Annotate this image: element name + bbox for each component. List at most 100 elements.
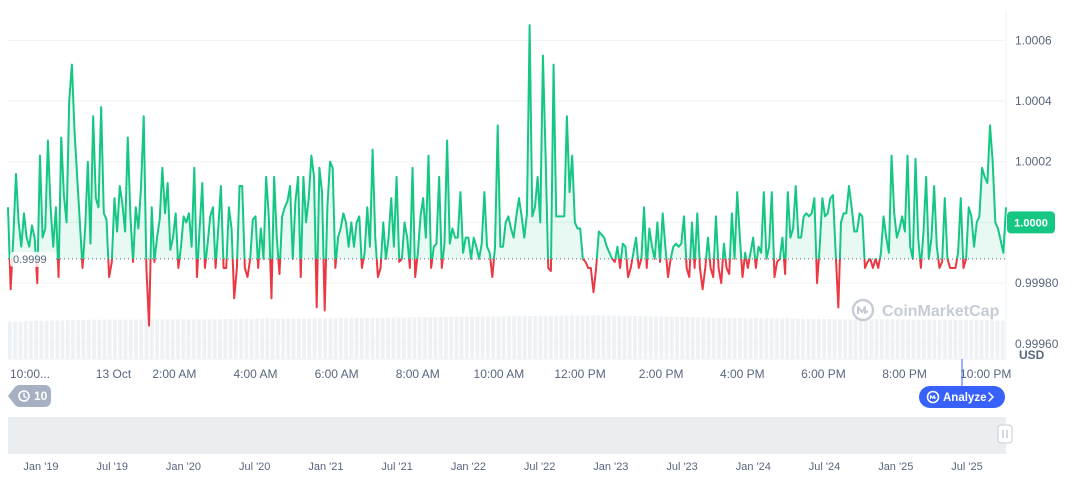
y-tick-label: 0.99980: [1015, 276, 1059, 290]
current-price-badge: [1007, 211, 1055, 234]
volume-bar: [1000, 320, 1005, 359]
volume-bar: [65, 320, 70, 359]
volume-bar: [81, 319, 86, 359]
volume-bar: [496, 316, 501, 359]
volume-bar: [937, 319, 942, 359]
volume-bar: [249, 318, 254, 359]
volume-bar: [207, 319, 212, 359]
volume-bar: [428, 317, 433, 359]
volume-bar: [260, 318, 264, 359]
volume-bar: [932, 319, 937, 359]
volume-bar: [717, 317, 721, 359]
volume-bar: [197, 319, 201, 359]
volume-bar: [806, 318, 811, 359]
navigator-tick-label: Jan '20: [166, 461, 201, 473]
navigator-tick-label: Jul '20: [239, 461, 270, 473]
volume-bar: [969, 319, 974, 359]
y-tick-label: 1.0002: [1015, 155, 1052, 169]
volume-bar: [654, 316, 658, 359]
time-navigator[interactable]: [8, 417, 1013, 454]
x-tick-label: 8:00 PM: [882, 367, 927, 381]
x-tick-label: 2:00 AM: [152, 367, 196, 381]
volume-bar: [244, 318, 249, 359]
navigator-tick-label: Jul '19: [97, 461, 128, 473]
volume-bar: [212, 319, 217, 359]
plot-area: [8, 10, 1006, 359]
volume-bar: [186, 319, 191, 359]
volume-bar: [50, 320, 54, 359]
volume-bar: [984, 320, 989, 359]
price-line-below-reference: [8, 258, 968, 327]
volume-bar: [570, 315, 574, 359]
volume-bar: [380, 317, 385, 359]
volume-bar: [759, 318, 763, 359]
volume-bar: [491, 316, 496, 359]
volume-bar: [512, 316, 517, 359]
volume-bar: [921, 319, 926, 359]
analyze-label: Analyze: [943, 392, 986, 404]
volume-bar: [401, 317, 406, 359]
volume-bar: [165, 319, 170, 359]
volume-bar: [743, 318, 748, 359]
volume-bar: [627, 315, 632, 359]
volume-bar: [979, 320, 984, 359]
analyze-button-bg[interactable]: [919, 386, 1005, 408]
volume-bar: [438, 317, 443, 359]
volume-bar: [233, 318, 238, 359]
watermark-text: CoinMarketCap: [882, 303, 1000, 320]
y-axis-ticks: 1.0006 1.0004 1.0002 1.0000 0.99980 0.99960: [1015, 33, 1059, 350]
volume-bar: [176, 319, 180, 359]
volume-bar: [727, 317, 732, 359]
volume-bar: [254, 318, 259, 359]
y-tick-label: 1.0006: [1015, 33, 1052, 47]
navigator-tick-label: Jul '22: [524, 461, 555, 473]
volume-bar: [701, 317, 706, 359]
volume-bar: [265, 318, 270, 359]
volume-bar: [580, 315, 585, 359]
chevron-right-icon: [988, 392, 995, 402]
volume-bar: [664, 316, 669, 359]
volume-bar: [365, 317, 370, 359]
volume-bar: [643, 316, 648, 359]
volume-bar: [307, 318, 312, 359]
volume-bar: [769, 318, 774, 359]
volume-bar: [853, 319, 858, 359]
history-icon: [18, 390, 30, 402]
volume-bar: [181, 319, 186, 359]
navigator-right-handle[interactable]: [997, 424, 1013, 444]
volume-bar: [900, 319, 905, 359]
volume-bar: [128, 319, 133, 359]
analyze-button[interactable]: Analyze: [919, 359, 1005, 408]
volume-bar: [638, 316, 643, 359]
navigator-tick-label: Jan '23: [593, 461, 628, 473]
volume-bar: [449, 316, 454, 359]
volume-bar: [585, 315, 590, 359]
volume-bar: [911, 319, 916, 359]
volume-bar: [822, 319, 827, 359]
volume-bar: [149, 319, 154, 359]
volume-bar: [102, 319, 107, 359]
volume-bar: [517, 316, 522, 359]
x-tick-label: 10:00...: [10, 367, 50, 381]
volume-bar: [648, 316, 653, 359]
volume-bar: [228, 319, 233, 359]
volume-bar: [291, 318, 296, 359]
x-tick-label: 4:00 AM: [233, 367, 277, 381]
coinmarketcap-watermark: CoinMarketCap: [851, 298, 1000, 322]
volume-bar: [239, 318, 243, 359]
zoom-history-button[interactable]: 10: [8, 385, 51, 407]
volume-bar: [281, 318, 285, 359]
volume-bar: [375, 317, 380, 359]
navigator-tick-label: Jan '25: [878, 461, 913, 473]
navigator-selection[interactable]: [8, 417, 1006, 454]
volume-bar: [370, 317, 375, 359]
reference-price-label-bg: [10, 251, 56, 267]
navigator-date-ticks: Jan '19 Jul '19 Jan '20 Jul '20 Jan '21 Jul '…: [23, 461, 982, 473]
volume-bar: [706, 317, 711, 359]
volume-bar: [170, 319, 175, 359]
volume-bar: [538, 315, 543, 359]
volume-bar: [837, 319, 842, 359]
volume-bar: [92, 319, 96, 359]
volume-bar: [286, 318, 291, 359]
